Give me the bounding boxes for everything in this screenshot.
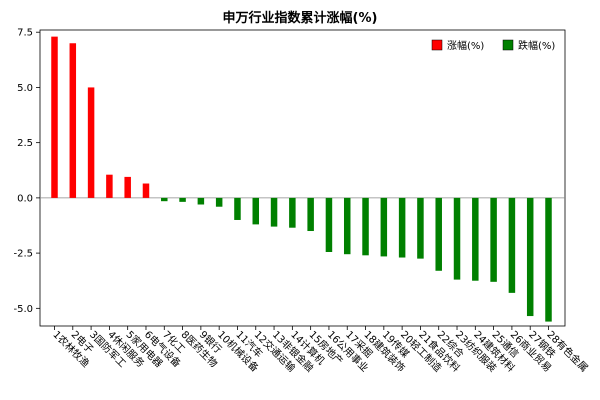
bar — [490, 197, 497, 282]
bar — [270, 197, 278, 227]
bar — [380, 197, 388, 257]
y-tick-label: 2.5 — [17, 138, 33, 149]
legend-label-fall: 跌幅(%) — [518, 39, 555, 52]
bar — [142, 183, 150, 198]
bar — [106, 174, 113, 198]
bar — [307, 197, 314, 232]
bar — [325, 197, 333, 252]
bar — [435, 197, 442, 271]
bar — [215, 197, 223, 207]
bar — [234, 197, 241, 220]
legend-swatch-rise — [431, 39, 443, 51]
y-tick-label: -2.5 — [13, 249, 33, 260]
y-tick-label: -5.0 — [13, 304, 33, 315]
legend-swatch-fall — [502, 39, 514, 51]
bar — [87, 87, 95, 198]
bar — [417, 197, 424, 259]
bar — [526, 197, 534, 317]
bar — [545, 197, 552, 322]
y-tick-label: 7.5 — [17, 28, 33, 39]
y-tick-label: 5.0 — [17, 83, 33, 94]
bar — [453, 197, 461, 280]
bar — [252, 197, 260, 225]
plot-frame — [39, 29, 566, 327]
bar — [197, 197, 205, 205]
bar — [398, 197, 406, 258]
bar — [51, 36, 58, 198]
bar — [343, 197, 351, 255]
y-tick-label: 0.0 — [17, 193, 33, 204]
bar — [69, 43, 77, 198]
bar — [124, 176, 131, 198]
bar — [179, 197, 186, 202]
bar — [508, 197, 516, 293]
bar — [362, 197, 369, 256]
bar — [289, 197, 296, 228]
chart-title: 申万行业指数累计涨幅(%) — [222, 11, 378, 26]
legend-label-rise: 涨幅(%) — [447, 39, 484, 52]
bar — [472, 197, 479, 281]
bar — [161, 197, 168, 202]
